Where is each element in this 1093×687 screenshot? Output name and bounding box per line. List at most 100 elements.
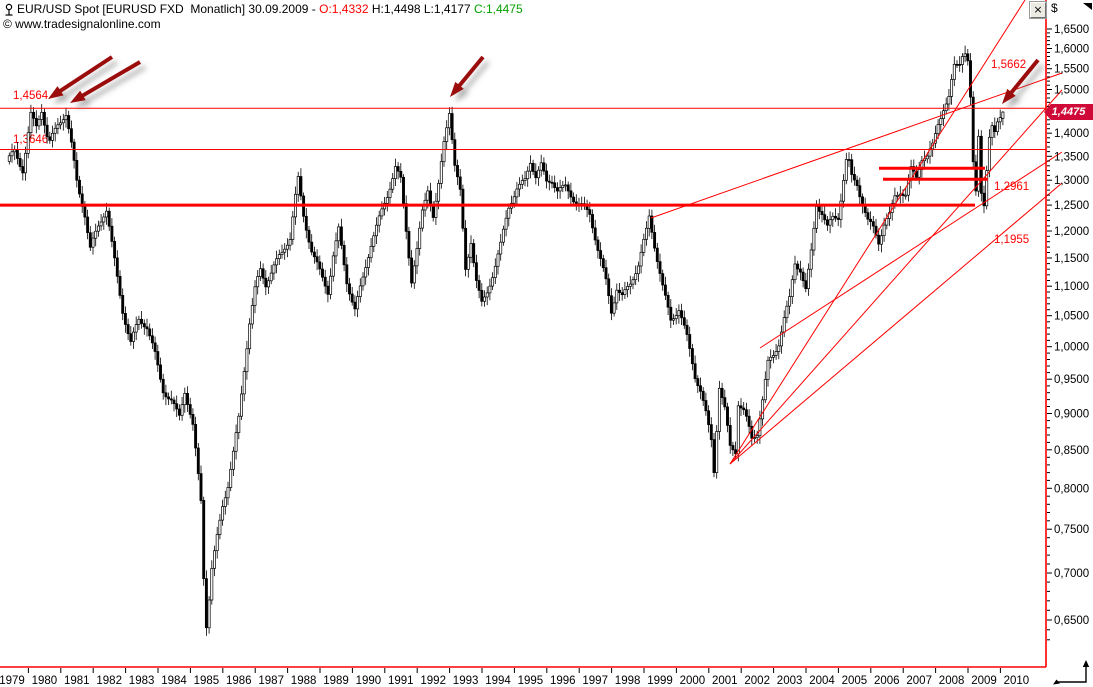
candle-body (186, 393, 189, 405)
candle-body (793, 263, 797, 281)
candle-body (609, 295, 613, 314)
candle-body (742, 407, 746, 411)
candle-body (515, 188, 519, 198)
candle-body (156, 351, 160, 366)
candle-body (213, 550, 216, 569)
candle-body (204, 578, 208, 629)
candle-body (666, 294, 670, 308)
candle-body (1001, 111, 1005, 119)
candle-body (785, 305, 789, 319)
candle-body (707, 410, 711, 425)
pan-resize-arrow-icon[interactable] (1050, 656, 1092, 687)
candle-body (834, 215, 837, 219)
candle-body (375, 224, 378, 237)
candle-body (709, 424, 713, 441)
candle-body (315, 256, 319, 263)
candle-body (974, 161, 978, 192)
candle-body (372, 235, 376, 247)
candle-body (466, 256, 470, 270)
candle-body (645, 227, 648, 240)
candle-body (258, 268, 262, 277)
candle-body (248, 323, 252, 350)
candle-body (561, 184, 565, 188)
candle-body (507, 207, 511, 219)
candle-body (801, 271, 805, 282)
candle-body (72, 141, 76, 161)
annotation-arrow-head (450, 81, 464, 97)
candle-body (526, 170, 530, 180)
candle-body (955, 63, 959, 66)
candle-body (615, 289, 619, 304)
candle-body (866, 212, 870, 220)
candle-body (593, 227, 597, 241)
x-tick-label: 1980 (32, 675, 58, 687)
y-tick-label: 1,4000 (1054, 128, 1089, 140)
trendline (729, 182, 1063, 465)
candle-body (240, 393, 243, 417)
candle-body (547, 180, 551, 183)
trendline (759, 151, 1063, 349)
candle-body (977, 135, 981, 192)
price-annotation-label: 1,1955 (994, 234, 1029, 246)
x-tick-label: 2007 (906, 675, 932, 687)
candle-body (264, 277, 268, 288)
candle-body (688, 334, 692, 349)
trendline (729, 89, 1063, 465)
candle-body (844, 159, 848, 181)
x-tick-label: 1997 (582, 675, 608, 687)
candle-body (105, 210, 108, 218)
candle-body (140, 318, 144, 324)
x-tick-label: 1989 (323, 675, 349, 687)
candle-body (599, 250, 603, 259)
candle-body (869, 218, 873, 222)
candle-body (726, 406, 729, 426)
copyright-text: © www.tradesignalonline.com (3, 17, 161, 31)
close-icon[interactable]: × (1029, 1, 1047, 19)
candle-body (569, 190, 573, 198)
candle-body (307, 229, 311, 243)
candlestick-layer (7, 45, 1005, 636)
candle-body (744, 409, 748, 417)
x-tick-label: 1993 (453, 675, 479, 687)
candle-body (877, 234, 881, 245)
candle-body (277, 254, 281, 260)
x-tick-label: 2006 (874, 675, 900, 687)
candle-body (377, 215, 381, 226)
candle-body (650, 215, 654, 233)
price-annotation-label: 1,5662 (991, 59, 1026, 71)
candle-body (558, 187, 562, 192)
x-tick-label: 1999 (647, 675, 673, 687)
candle-body (110, 225, 114, 242)
candle-body (40, 111, 44, 120)
candle-body (415, 248, 419, 267)
candle-body (758, 418, 762, 437)
candle-body (285, 244, 289, 250)
candle-body (566, 184, 570, 192)
candle-body (612, 302, 616, 314)
annotation-arrow-shaft (455, 55, 485, 90)
y-tick-label: 1,5500 (1054, 64, 1089, 76)
candle-body (642, 238, 646, 253)
candle-body (450, 113, 454, 141)
y-tick-label: 0,9500 (1054, 374, 1089, 386)
candle-body (410, 257, 414, 284)
candle-body (728, 425, 732, 446)
candle-body (993, 125, 997, 132)
level-label: 1,3646 (13, 134, 48, 146)
candle-body (493, 265, 497, 278)
candle-body (172, 399, 176, 405)
candle-body (118, 275, 122, 296)
candle-body (947, 96, 951, 105)
candle-body (283, 248, 287, 253)
candle-body (653, 232, 657, 249)
candle-body (658, 261, 662, 274)
candle-body (456, 165, 459, 178)
candle-body (312, 251, 316, 258)
y-axis-unit-label: $ (1051, 1, 1058, 15)
candle-body (596, 239, 600, 251)
candle-body (982, 192, 986, 207)
candle-body (483, 296, 486, 302)
candle-body (91, 237, 95, 248)
x-tick-label: 1994 (485, 675, 511, 687)
